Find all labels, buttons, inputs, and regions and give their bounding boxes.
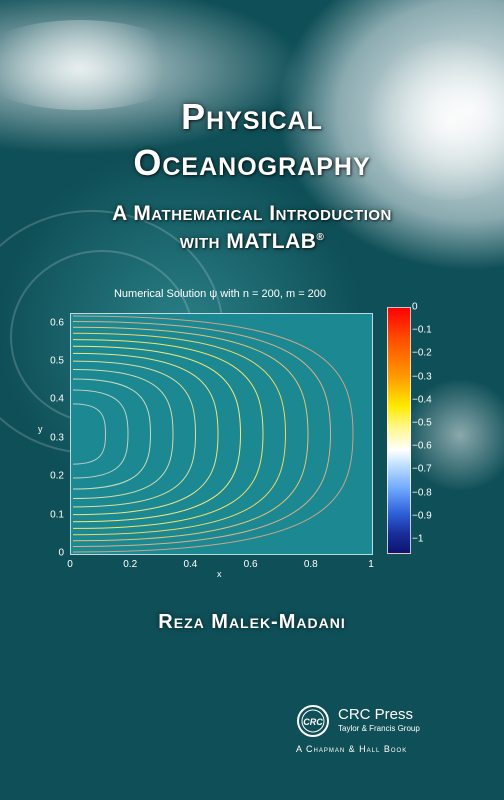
- subtitle-line1: A Mathematical Introduction: [112, 202, 392, 225]
- registered-mark: ®: [316, 232, 325, 243]
- colorbar-tick-label: −0.1: [412, 324, 432, 336]
- colorbar-tick-label: −0.4: [412, 394, 432, 406]
- wave-foam: [400, 380, 504, 490]
- colorbar-tick-label: −0.9: [412, 510, 432, 522]
- contour-line: [72, 321, 332, 547]
- colorbar-tick-label: −0.8: [412, 487, 432, 499]
- y-tick-label: 0.5: [50, 355, 64, 367]
- crc-logo-icon: CRC: [297, 705, 329, 737]
- contour-line: [72, 345, 242, 523]
- crc-logo-text: CRC: [303, 717, 323, 727]
- subtitle-text: with MATLAB: [179, 230, 317, 253]
- x-tick-label: 0.8: [303, 559, 318, 570]
- colorbar-tick-label: −1: [412, 533, 424, 545]
- publisher-name: CRC Press: [338, 706, 414, 723]
- imprint-label: A Chapman & Hall Book: [296, 744, 408, 754]
- x-tick-label: 0: [67, 559, 73, 570]
- x-tick-label: 1: [368, 559, 374, 570]
- publisher-logo-block: CRC CRC Press Taylor & Francis Group A C…: [296, 704, 486, 764]
- y-tick-label: 0.4: [50, 393, 64, 405]
- contour-line: [72, 332, 287, 536]
- contour-line: [72, 352, 219, 516]
- colorbar-tick-label: −0.7: [412, 463, 432, 475]
- colorbar-tick-label: −0.3: [412, 371, 432, 383]
- x-tick-label: 0.2: [123, 559, 138, 570]
- colorbar: [387, 307, 411, 554]
- contour-line: [72, 369, 174, 499]
- colorbar-tick-label: −0.5: [412, 417, 432, 429]
- contour-line: [72, 326, 309, 542]
- wave-foam: [360, 40, 504, 200]
- wave-foam: [0, 20, 190, 110]
- plot-area: [70, 313, 373, 555]
- contour-line: [72, 378, 152, 490]
- colorbar-tick-label: −0.2: [412, 347, 432, 359]
- chart-title: Numerical Solution ψ with n = 200, m = 2…: [113, 288, 327, 300]
- y-tick-label: 0.3: [50, 432, 64, 444]
- x-tick-label: 0.4: [183, 559, 198, 570]
- contour-line: [72, 403, 107, 465]
- y-tick-label: 0.6: [50, 317, 64, 329]
- publisher-group: Taylor & Francis Group: [338, 724, 420, 733]
- contour-line: [72, 339, 264, 529]
- contour-plot: [72, 315, 354, 553]
- y-tick-label: 0.1: [50, 509, 64, 521]
- colorbar-tick-label: 0: [412, 301, 418, 313]
- x-tick-label: 0.6: [243, 559, 258, 570]
- author-name: Reza Malek-Madani: [158, 611, 346, 633]
- subtitle-line2: with MATLAB®: [0, 230, 504, 254]
- y-axis-label: y: [38, 424, 43, 434]
- x-axis-label: x: [217, 569, 222, 579]
- title-line1: Physical: [181, 96, 323, 137]
- contour-line: [72, 315, 354, 553]
- contour-line: [72, 389, 129, 479]
- title-line2: Oceanography: [133, 142, 371, 183]
- y-tick-label: 0.2: [50, 470, 64, 482]
- colorbar-tick-label: −0.6: [412, 440, 432, 452]
- y-tick-label: 0: [58, 547, 64, 559]
- contour-line: [72, 360, 197, 508]
